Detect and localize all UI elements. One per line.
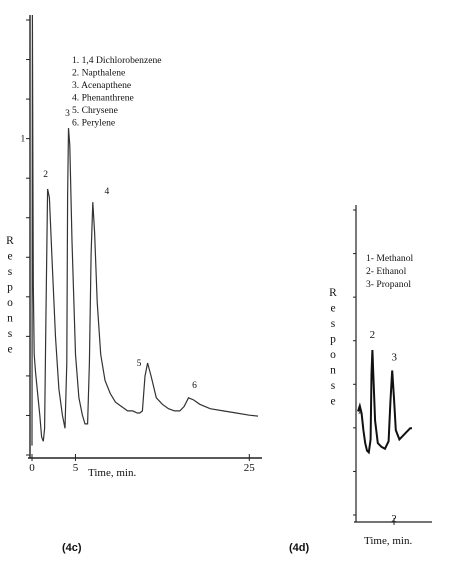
legend-entry: 6. Perylene xyxy=(72,118,115,129)
peak-label: 4 xyxy=(104,187,109,197)
legend-entry: 2. Napthalene xyxy=(72,68,125,79)
y-axis-label-letter: p xyxy=(7,282,13,294)
x-tick-label: 0 xyxy=(29,462,35,474)
legend-entry: 5. Chrysene xyxy=(72,105,118,116)
x-axis-label-4d: Time, min. xyxy=(364,535,412,547)
chromatogram-trace-4c xyxy=(31,14,259,446)
peak-labels-4d: 1 2 3 xyxy=(357,329,398,416)
legend-entry: 1- Methanol xyxy=(366,253,413,264)
x-axis-label-4c: Time, min. xyxy=(88,467,136,479)
caption-4d: (4d) xyxy=(289,542,310,554)
y-axis-label-letter: R xyxy=(6,235,14,247)
peak-label: 6 xyxy=(192,381,197,391)
y-axis-label-letter: s xyxy=(331,380,336,392)
caption-4c: (4c) xyxy=(62,542,82,554)
y-ticks-right xyxy=(353,209,356,516)
y-axis-label-letter: s xyxy=(331,318,336,330)
peak-label: 2 xyxy=(370,329,376,341)
y-axis-label-letter: e xyxy=(330,303,335,315)
chart-4c: 0 5 25 1 2 3 4 5 6 1. 1,4 Dichlorobenzene 2. Nap… xyxy=(6,14,262,554)
peak-label: 3 xyxy=(65,109,70,119)
legend-entry: 3- Propanol xyxy=(366,279,411,290)
y-axis-label-letter: n xyxy=(7,313,13,325)
x-ticks-left: 0 5 25 xyxy=(29,454,255,474)
x-tick-label: 2 xyxy=(391,513,397,525)
y-axis-label-letter: e xyxy=(330,396,335,408)
legend-entry: 3. Acenapthene xyxy=(72,80,131,91)
x-tick-label: 5 xyxy=(73,462,79,474)
legend-4d: 1- Methanol 2- Ethanol 3- Propanol xyxy=(366,253,413,290)
peak-labels-4c: 1 2 3 4 5 6 xyxy=(20,109,197,391)
y-axis-label-letter: o xyxy=(330,349,336,361)
legend-entry: 2- Ethanol xyxy=(366,266,407,277)
y-axis-label-letter: R xyxy=(329,287,337,299)
chromatogram-trace-4d xyxy=(357,349,412,455)
chart-4d: 2 1 2 3 1- Methanol 2- Ethanol 3- Propanol R… xyxy=(289,205,432,554)
legend-entry: 1. 1,4 Dichlorobenzene xyxy=(72,55,162,66)
y-axis-label-letter: o xyxy=(7,297,13,309)
peak-label: 5 xyxy=(137,359,142,369)
peak-label: 1 xyxy=(357,404,363,416)
y-axis-label-letter: e xyxy=(7,344,12,356)
x-tick-label: 25 xyxy=(244,462,256,474)
y-ticks-left xyxy=(26,19,30,456)
legend-entry: 4. Phenanthrene xyxy=(72,93,134,104)
y-axis-label-letter: p xyxy=(330,334,336,346)
peak-label: 1 xyxy=(20,135,25,145)
x-ticks-right: 2 xyxy=(391,513,397,525)
y-axis-label-letter: s xyxy=(8,266,13,278)
y-axis-label-letter: n xyxy=(330,365,336,377)
y-axis-label-letter: s xyxy=(8,328,13,340)
peak-label: 3 xyxy=(391,351,397,363)
peak-label: 2 xyxy=(43,170,48,180)
y-axis-label-letter: e xyxy=(7,251,12,263)
